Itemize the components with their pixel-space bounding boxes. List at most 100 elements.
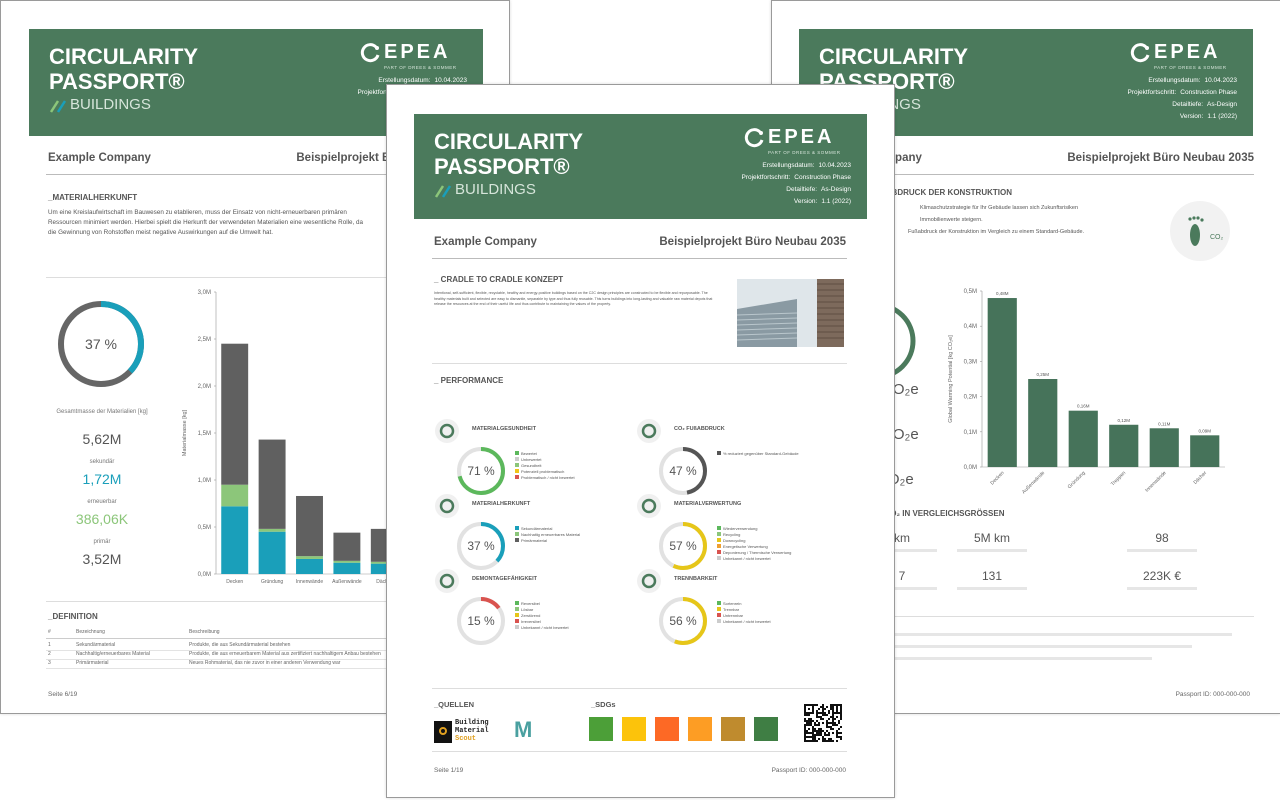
page-number: Seite 6/19 [48, 691, 78, 698]
legend-item: Gesundheit [515, 463, 541, 468]
meta-line: Version:1.1 (2022) [1180, 113, 1237, 120]
qr-module [816, 710, 818, 712]
source-logo-inner [439, 727, 447, 735]
qr-module [832, 718, 834, 720]
metric-icon [435, 419, 459, 443]
section-title: _MATERIALHERKUNFT [48, 193, 138, 202]
concept-photo [736, 279, 844, 347]
qr-module [816, 730, 818, 732]
section-text: Fußabdruck der Konstruktion im Vergleich… [908, 229, 1085, 235]
comparison-value: 223K € [1142, 569, 1182, 583]
co2-icon: CO₂ [1170, 201, 1230, 261]
legend-swatch [717, 613, 721, 617]
qr-module [810, 718, 812, 720]
bar-value-label: 0,11M [1158, 421, 1170, 426]
section-intro: Um eine Kreislaufwirtschaft im Bauwesen … [48, 209, 363, 236]
legend-swatch [515, 463, 519, 467]
logo-mark [744, 128, 764, 148]
icon-glyph [439, 423, 455, 439]
qr-module [840, 732, 842, 734]
qr-module [838, 704, 840, 706]
qr-module [818, 724, 820, 726]
qr-module [820, 712, 822, 714]
qr-module [812, 712, 814, 714]
legend-label: Deponierung / Thermische Verwertung [723, 550, 792, 555]
stat-label: primär [93, 539, 111, 545]
divider [432, 363, 847, 364]
qr-module [836, 736, 838, 738]
legend-item: Untrennbar [717, 613, 743, 618]
qr-module [832, 716, 834, 718]
qr-module [840, 710, 842, 712]
brand-icon [49, 100, 67, 113]
legend-swatch [515, 475, 519, 479]
bar [1028, 379, 1058, 467]
stat-label: erneuerbar [87, 499, 117, 505]
sources-title: _QUELLEN [434, 700, 475, 709]
bar-segment [258, 528, 286, 532]
legend-swatch [515, 619, 519, 623]
qr-module [838, 722, 840, 724]
qr-module [840, 738, 842, 740]
qr-module [822, 718, 824, 720]
toe [1188, 217, 1192, 221]
qr-module [804, 706, 806, 708]
qr-module [818, 738, 820, 740]
qr-module [820, 730, 822, 732]
qr-module [836, 730, 838, 732]
table-rule [46, 650, 483, 651]
legend-label: Sortenrein [723, 601, 742, 606]
qr-module [822, 730, 824, 732]
icon-glyph [641, 498, 657, 514]
title-line-1: CIRCULARITY [434, 129, 584, 154]
icon-bg [637, 569, 661, 593]
title-line-1: CIRCULARITY [819, 44, 969, 69]
center-page: CIRCULARITY PASSPORT® BUILDINGS EPEA PART OF… [386, 84, 895, 798]
qr-module [816, 714, 818, 716]
metric-ring: 57 % [659, 522, 707, 570]
x-tick-label: Außenwände [1021, 470, 1046, 495]
legend-item: Unbekannt / nicht bewertet [515, 625, 569, 630]
icon-stroke [434, 185, 445, 198]
metric-name: CO₂ FUßABDRUCK [674, 426, 725, 432]
comparison-value: 7 [898, 569, 906, 583]
ring-arc [457, 447, 505, 495]
metric-icon [435, 494, 459, 518]
qr-module [828, 732, 830, 734]
qr-module [818, 734, 820, 736]
qr-module [824, 740, 826, 742]
qr-module [826, 726, 828, 728]
qr-module [812, 736, 814, 738]
logo-tagline: PART OF DREES & SOMMER [1154, 65, 1227, 70]
icon-bg [1170, 201, 1230, 261]
qr-module [824, 714, 826, 716]
legend-swatch [717, 526, 721, 530]
legend-label: % reduziert gegenüber Standard-Gebäude [723, 451, 799, 456]
qr-code [804, 704, 842, 742]
qr-module [824, 738, 826, 740]
legend-swatch [515, 451, 519, 455]
qr-module [826, 720, 828, 722]
qr-module [816, 740, 818, 742]
qr-module [812, 738, 814, 740]
window-row [736, 317, 798, 321]
co2-chart: Global Warming Potential [kg CO₂e] 0,0M 0,… [948, 289, 1225, 495]
qr-module [836, 710, 838, 712]
qr-module [808, 722, 810, 724]
section-text: Immobilienwerte steigern. [920, 217, 983, 223]
qr-module [824, 708, 826, 710]
qr-module [822, 722, 824, 724]
qr-module [836, 734, 838, 736]
qr-module [814, 704, 816, 706]
qr-module [804, 726, 806, 728]
qr-module [812, 734, 814, 736]
legend-swatch [717, 532, 721, 536]
logo-ring [360, 43, 380, 63]
qr-module [840, 716, 842, 718]
qr-module [830, 716, 832, 718]
legend-swatch [515, 625, 519, 629]
y-tick-label: 0,0M [198, 572, 211, 578]
bar-segment [370, 561, 398, 564]
y-axis-label: Materialmasse [kg] [182, 409, 188, 456]
meta-value: Construction Phase [1180, 89, 1237, 96]
